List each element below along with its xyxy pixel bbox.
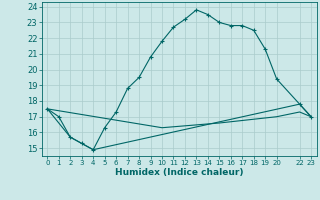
X-axis label: Humidex (Indice chaleur): Humidex (Indice chaleur): [115, 168, 244, 177]
